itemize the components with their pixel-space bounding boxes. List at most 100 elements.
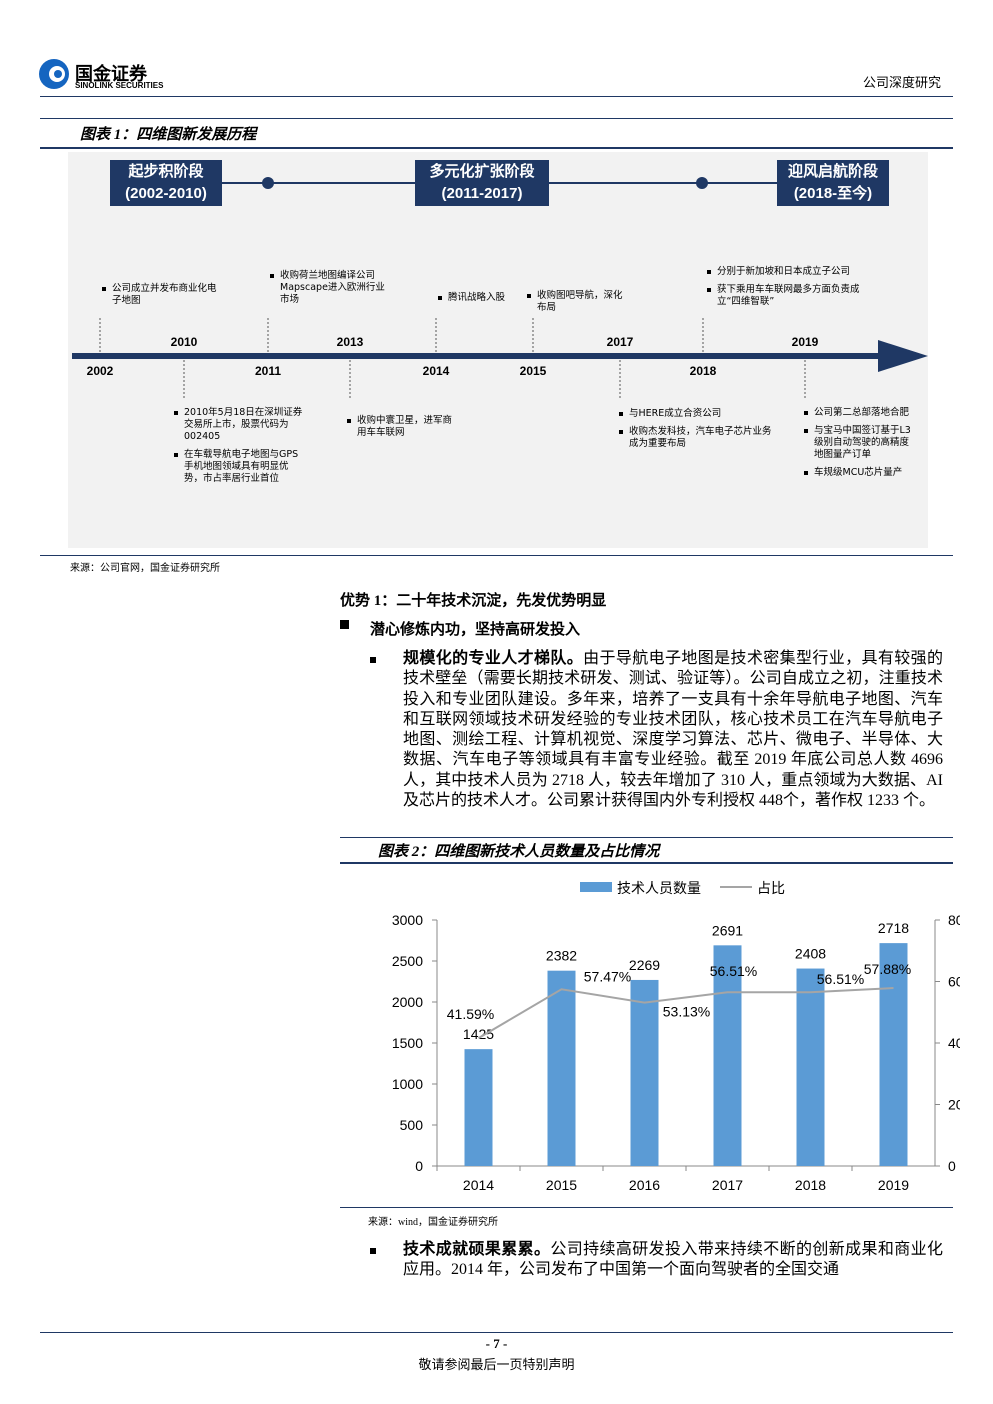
y2-tick-label: 60	[948, 974, 960, 990]
timeline-labels: 2002 公司成立并发布商业化电子地图 2010 2010年5月18日在深圳证券交易所…	[0, 0, 993, 560]
bullet	[370, 1248, 376, 1254]
year-label: 2002	[86, 364, 114, 378]
line-label: 56.51%	[817, 971, 864, 987]
x-tick-label: 2016	[629, 1177, 660, 1193]
event: 公司成立并发布商业化电子地图	[100, 283, 225, 313]
phase-name: 多元化扩张阶段	[429, 164, 535, 180]
line-label: 53.13%	[663, 1004, 710, 1020]
event: 公司第二总部落地合肥 与宝马中国签订基于L3级别自动驾驶的高精度地图量产订单 车规级…	[802, 407, 917, 485]
year-label: 2019	[791, 335, 819, 349]
event-item: 获下乘用车车联网最多方面负责成立“四维智联”	[705, 284, 875, 308]
line-label: 56.51%	[710, 963, 757, 979]
bar	[630, 979, 659, 1166]
x-tick-label: 2015	[546, 1177, 577, 1193]
bar-label: 2718	[878, 920, 909, 936]
year-label: 2017	[606, 335, 634, 349]
chart: 0 500 1000 1500 2000 2500 3000 0 20 40 60 80 2014 201…	[392, 880, 960, 1193]
bar	[713, 945, 742, 1166]
phase-box: 迎风启航阶段 (2018-至今)	[777, 160, 889, 206]
event: 收购荷兰地图编译公司Mapscape进入欧洲行业市场	[268, 270, 390, 312]
event: 与HERE成立合资公司收购杰发科技，汽车电子芯片业务成为重要布局	[617, 408, 777, 456]
x-tick-label: 2018	[795, 1177, 826, 1193]
legend-label: 技术人员数量	[617, 880, 701, 896]
event-item: 收购图吧导航，深化布局	[525, 290, 630, 314]
header-rule	[40, 96, 953, 97]
year-label: 2014	[422, 364, 450, 378]
bar-label: 2382	[546, 948, 577, 964]
bar	[879, 943, 908, 1166]
phase-period: (2002-2010)	[125, 185, 207, 202]
page-number: - 7 -	[485, 1336, 508, 1351]
year-label: 2018	[689, 364, 717, 378]
footer-note: 敬请参阅最后一页特别声明	[418, 1357, 575, 1372]
event-item: 公司第二总部落地合肥	[802, 407, 917, 419]
phase-box: 起步积阶段 (2002-2010)	[110, 160, 222, 206]
legend-swatch	[580, 882, 612, 892]
event: 分别于新加坡和日本成立子公司获下乘用车车联网最多方面负责成立“四维智联”	[705, 266, 875, 314]
y2-tick-label: 0	[948, 1158, 956, 1174]
event-item: 收购荷兰地图编译公司Mapscape进入欧洲行业市场	[268, 270, 390, 306]
section-heading: 优势 1：二十年技术沉淀，先发优势明显	[340, 593, 607, 609]
phase-name: 迎风启航阶段	[787, 164, 878, 180]
y-tick-label: 1000	[392, 1076, 423, 1092]
year-label: 2010	[170, 335, 198, 349]
figure-title: 图表 1：四维图新发展历程	[80, 127, 257, 143]
line	[477, 987, 894, 1039]
event-item: 腾讯战略入股	[436, 292, 526, 304]
event: 收购中寰卫星，进军商用车车联网	[345, 415, 460, 445]
bar-label: 2691	[712, 922, 743, 938]
logo-icon	[39, 59, 69, 89]
logo-text: 国金证券	[75, 64, 147, 85]
paragraph: 技术成就硕果累累。公司持续高研发投入带来持续不断的创新成果和商业化应用。2014…	[403, 1240, 943, 1281]
y-tick-label: 500	[400, 1117, 424, 1133]
y2-tick-label: 20	[948, 1097, 960, 1113]
year-label: 2011	[254, 364, 282, 378]
source: 来源：公司官网，国金证券研究所	[70, 563, 220, 574]
year-label: 2015	[519, 364, 547, 378]
bullet-square	[340, 620, 349, 629]
line-label: 57.47%	[584, 968, 631, 984]
y2-tick-label: 40	[948, 1035, 960, 1051]
y-tick-label: 2000	[392, 994, 423, 1010]
event-item: 车规级MCU芯片量产	[802, 467, 917, 479]
y-tick-label: 0	[415, 1158, 423, 1174]
legend-label: 占比	[757, 880, 785, 896]
phase-period: (2018-至今)	[793, 185, 873, 202]
bar	[796, 968, 825, 1166]
event-item: 收购中寰卫星，进军商用车车联网	[345, 415, 460, 439]
phase-box: 多元化扩张阶段 (2011-2017)	[415, 160, 549, 206]
event: 收购图吧导航，深化布局	[525, 290, 630, 320]
event: 腾讯战略入股	[436, 292, 526, 310]
bullet	[370, 657, 376, 663]
y2-tick-label: 80	[948, 912, 960, 928]
bar	[464, 1049, 493, 1166]
paragraph: 规模化的专业人才梯队。由于导航电子地图是技术密集型行业，具有较强的技术壁垒（需要…	[403, 649, 943, 811]
bar-label: 1425	[463, 1026, 494, 1042]
event: 2010年5月18日在深圳证券交易所上市，股票代码为002405 在车载导航电子地…	[172, 407, 304, 491]
bar-label: 2269	[629, 957, 660, 973]
event-item: 收购杰发科技，汽车电子芯片业务成为重要布局	[617, 426, 777, 450]
logo-subtext: SINOLINK SECURITIES	[75, 81, 164, 90]
y-tick-label: 1500	[392, 1035, 423, 1051]
paragraph-text: 由于导航电子地图是技术密集型行业，具有较强的技术壁垒（需要长期技术研发、测试、验…	[403, 650, 943, 810]
doc-type: 公司深度研究	[862, 75, 941, 90]
phase-name: 起步积阶段	[128, 164, 204, 180]
event-item: 与HERE成立合资公司	[617, 408, 777, 420]
figure-title-bar	[340, 837, 953, 864]
figure-title: 图表 2：四维图新技术人员数量及占比情况	[378, 844, 660, 860]
phase-period: (2011-2017)	[441, 185, 523, 202]
figure-title-bar	[40, 118, 953, 149]
x-tick-label: 2017	[712, 1177, 743, 1193]
footer-rule	[40, 1332, 953, 1333]
paragraph-lead: 规模化的专业人才梯队。	[403, 650, 584, 667]
y-tick-label: 2500	[392, 953, 423, 969]
timeline	[68, 152, 928, 548]
paragraph-lead: 技术成就硕果累累。	[403, 1241, 551, 1258]
y-tick-label: 3000	[392, 912, 423, 928]
event-item: 2010年5月18日在深圳证券交易所上市，股票代码为002405	[172, 407, 304, 443]
event-item: 分别于新加坡和日本成立子公司	[705, 266, 875, 278]
paragraph-text: 公司持续高研发投入带来持续不断的创新成果和商业化应用。2014 年，公司发布了中…	[403, 1241, 943, 1279]
bar	[547, 970, 576, 1166]
source-rule	[40, 555, 953, 556]
line-label: 57.88%	[864, 961, 911, 977]
